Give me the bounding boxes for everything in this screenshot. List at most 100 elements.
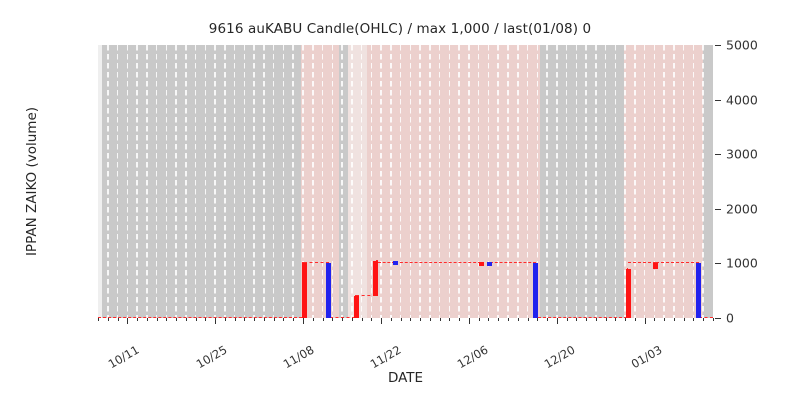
close-line-segment [481,262,490,264]
grid-line [487,45,490,318]
x-axis-tick [576,318,578,321]
grid-line [497,45,499,318]
x-axis-tick-label: 11/22 [367,342,404,372]
background-band [539,45,624,318]
background-band [101,45,301,318]
grid-line [360,45,363,318]
grid-line [331,45,334,318]
grid-line [682,45,685,318]
x-axis-tick [205,318,207,321]
x-axis-tick [234,318,236,321]
x-axis-tick-label: 01/03 [628,342,665,372]
x-axis-tick [303,318,304,324]
grid-line [595,45,597,318]
grid-line [214,45,216,318]
x-axis-tick-label: 12/20 [542,342,578,372]
grid-line [272,45,275,318]
x-axis-tick [322,318,324,321]
grid-line [399,45,402,318]
x-axis-tick [254,318,256,321]
close-line-segment [304,262,329,264]
x-axis-tick [625,318,627,321]
grid-line [243,45,246,318]
x-axis-tick [156,318,158,321]
grid-line [194,45,197,318]
x-axis-tick [644,318,646,324]
grid-line [546,45,548,318]
close-line-segment [626,267,629,269]
background-band [300,45,340,318]
grid-line [458,45,460,318]
candle-bar [696,263,702,318]
grid-line [409,45,412,318]
grid-line [585,45,587,318]
x-axis-tick [713,318,714,321]
x-axis-tick [556,318,558,324]
grid-line [624,45,626,318]
grid-line [604,45,607,318]
x-axis-tick [381,318,383,324]
close-line-segment [489,262,536,264]
grid-line [292,45,294,318]
x-axis-tick [673,318,675,321]
x-axis-tick [459,318,461,321]
grid-line [614,45,617,318]
grid-line [351,45,353,318]
grid-line [565,45,568,318]
grid-line [692,45,695,318]
x-axis-tick [224,318,226,321]
y-axis-tick-label: 5000 [726,37,758,53]
grid-line [185,45,187,318]
grid-line [390,45,392,318]
x-axis-tick-label: 10/11 [106,342,142,372]
grid-line [233,45,236,318]
x-axis-tick-label: 11/08 [280,342,317,372]
background-band [702,45,713,318]
candle-bar [373,260,379,297]
grid-line [634,45,636,318]
grid-line [253,45,255,318]
x-axis-tick [703,318,705,321]
x-axis-tick [478,318,480,321]
y-axis-tick-label: 0 [726,310,734,326]
candle-bar [533,263,539,318]
x-axis-tick [508,318,509,321]
grid-line [370,45,373,318]
y-axis-tick [715,208,721,210]
x-axis-tick [468,318,470,324]
x-axis-tick [566,318,568,321]
x-axis-tick [342,318,344,321]
x-axis-tick [586,318,588,321]
y-axis-tick [715,99,721,101]
grid-line [663,45,665,318]
x-axis-tick [195,318,197,321]
close-line-segment [356,295,376,297]
background-band [98,45,102,318]
candle-bar [625,268,631,318]
x-axis-tick [390,318,392,321]
grid-line [575,45,578,318]
x-axis-tick [615,318,617,321]
x-axis-tick [176,318,178,321]
candle-bar [478,261,484,266]
grid-line [643,45,646,318]
close-line-segment [330,317,356,318]
x-axis-tick [634,318,636,321]
y-axis-tick-label: 1000 [726,255,758,271]
x-axis-tick [166,318,168,321]
background-band [367,45,540,318]
candle-bar [653,263,659,269]
grid-line [321,45,324,318]
grid-line [341,45,343,318]
x-axis-tick [429,318,431,321]
x-axis-tick [400,318,402,321]
y-axis-tick [715,263,721,265]
x-axis-tick [517,318,519,321]
grid-line [536,45,539,318]
grid-line [438,45,441,318]
x-axis-tick [449,318,451,321]
grid-line [517,45,519,318]
x-axis-tick [654,318,656,321]
x-axis-tick [293,318,295,321]
